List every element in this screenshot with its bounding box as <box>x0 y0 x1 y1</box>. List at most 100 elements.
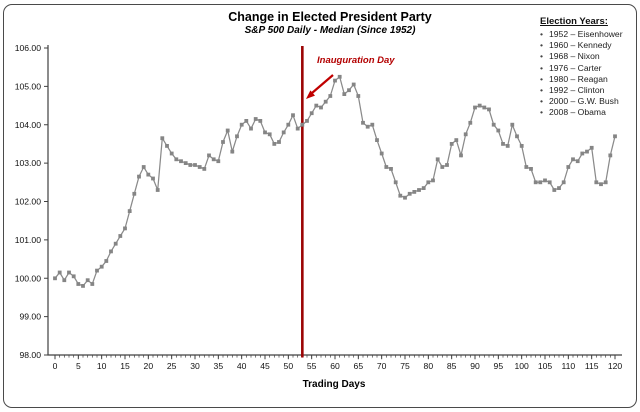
data-point-marker <box>510 122 515 127</box>
data-point-marker <box>575 159 580 164</box>
data-point-marker <box>132 191 137 196</box>
data-point-marker <box>258 119 263 123</box>
data-point-marker <box>179 159 183 164</box>
data-point-marker <box>403 195 407 200</box>
data-point-marker <box>281 130 286 135</box>
data-point-marker <box>202 167 207 171</box>
data-point-marker <box>477 103 482 108</box>
data-point-marker <box>169 151 174 156</box>
data-point-marker <box>286 122 291 127</box>
data-point-marker <box>459 153 463 158</box>
y-tick-label: 106.00 <box>15 43 42 53</box>
data-point-marker <box>151 176 155 181</box>
data-point-marker <box>216 159 221 164</box>
x-tick-label: 40 <box>237 361 247 371</box>
data-point-marker <box>272 142 277 146</box>
x-tick-label: 5 <box>76 361 81 371</box>
x-tick-label: 15 <box>120 361 130 371</box>
chart-subtitle: S&P 500 Daily - Median (Since 1952) <box>244 25 416 36</box>
legend-item: • 1980 – Reagan <box>540 74 636 85</box>
inauguration-day-annotation: Inauguration Day <box>317 55 395 66</box>
data-point-marker <box>561 180 566 185</box>
legend-item-label: 1980 – Reagan <box>549 73 608 84</box>
data-point-marker <box>146 172 151 177</box>
data-point-marker <box>589 145 594 150</box>
data-point-marker <box>482 105 487 110</box>
data-point-marker <box>547 180 552 185</box>
data-point-marker <box>267 132 272 137</box>
data-point-marker <box>538 180 543 185</box>
legend-item: • 1976 – Carter <box>540 63 636 74</box>
data-point-marker <box>71 274 76 279</box>
data-point-marker <box>197 165 202 169</box>
data-point-marker <box>95 268 99 273</box>
data-point-marker <box>417 188 421 192</box>
data-point-marker <box>323 99 328 104</box>
data-point-marker <box>342 92 347 96</box>
data-point-marker <box>263 130 267 135</box>
data-point-marker <box>53 276 57 281</box>
legend-item-label: 1976 – Carter <box>549 62 602 73</box>
legend-item-list: • 1952 – Eisenhower • 1960 – Kennedy • 1968… <box>540 29 636 119</box>
data-point-marker <box>351 82 356 87</box>
x-tick-label: 120 <box>608 361 623 371</box>
x-tick-label: 100 <box>514 361 529 371</box>
data-point-marker <box>183 161 188 165</box>
data-point-marker <box>90 282 95 286</box>
data-point-marker <box>365 124 370 129</box>
data-point-marker <box>426 180 431 185</box>
data-point-marker <box>235 134 239 139</box>
y-tick-label: 101.00 <box>15 235 42 245</box>
bullet-icon: • <box>540 29 544 39</box>
x-tick-label: 70 <box>377 361 387 371</box>
data-point-marker <box>211 157 216 162</box>
annotation-arrow-head <box>306 90 315 99</box>
y-tick-label: 102.00 <box>15 197 42 207</box>
data-point-marker <box>356 94 361 98</box>
y-tick-label: 105.00 <box>15 81 42 91</box>
data-point-marker <box>580 151 585 156</box>
y-tick-label: 99.00 <box>19 312 41 322</box>
data-point-marker <box>174 157 179 162</box>
data-point-marker <box>440 165 445 169</box>
data-point-marker <box>295 126 300 131</box>
data-point-marker <box>407 191 412 196</box>
data-point-marker <box>253 117 258 121</box>
data-point-marker <box>337 74 342 79</box>
data-point-marker <box>571 157 575 162</box>
data-point-marker <box>566 165 571 169</box>
data-point-marker <box>557 186 561 190</box>
data-point-marker <box>165 144 169 148</box>
x-tick-label: 35 <box>214 361 224 371</box>
data-point-marker <box>118 234 123 238</box>
x-tick-label: 25 <box>167 361 177 371</box>
legend-item-label: 1992 – Clinton <box>549 85 605 96</box>
data-point-marker <box>375 138 379 142</box>
x-tick-label: 115 <box>585 361 599 371</box>
x-tick-label: 50 <box>284 361 294 371</box>
legend-item-label: 2000 – G.W. Bush <box>549 96 619 107</box>
data-point-marker <box>113 241 118 246</box>
data-point-marker <box>552 188 557 192</box>
data-point-marker <box>608 153 613 158</box>
data-point-marker <box>104 259 109 263</box>
legend-box: Election Years: • 1952 – Eisenhower • 1960… <box>540 16 636 119</box>
data-point-marker <box>496 128 501 133</box>
data-point-marker <box>487 107 491 112</box>
data-point-marker <box>384 165 389 169</box>
data-point-marker <box>389 167 393 171</box>
data-point-marker <box>524 165 529 169</box>
data-point-marker <box>207 153 211 158</box>
data-point-marker <box>585 149 589 154</box>
data-point-marker <box>473 105 477 110</box>
chart-title: Change in Elected President Party <box>228 10 432 24</box>
x-tick-label: 60 <box>330 361 340 371</box>
data-point-marker <box>543 178 547 183</box>
data-point-marker <box>533 180 538 185</box>
data-point-marker <box>370 122 375 127</box>
data-point-marker <box>225 128 230 133</box>
data-point-marker <box>193 163 197 167</box>
x-tick-label: 110 <box>561 361 575 371</box>
data-point-marker <box>529 167 533 171</box>
data-point-marker <box>123 226 127 231</box>
